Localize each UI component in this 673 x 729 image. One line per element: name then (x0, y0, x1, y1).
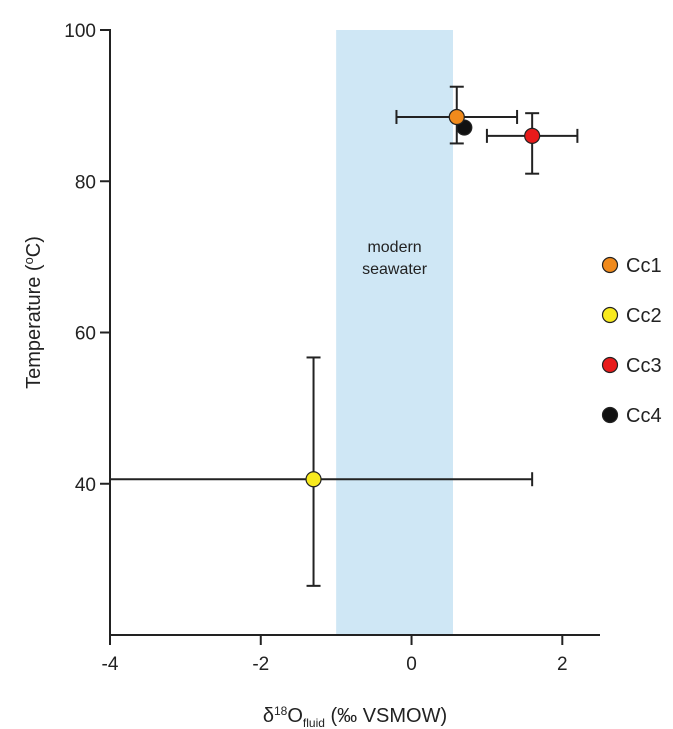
data-point-cc1 (448, 108, 465, 126)
data-point-cc3 (524, 127, 541, 144)
x-axis-title-rest: (‰ VSMOW) (325, 705, 447, 727)
x-tick-label: 0 (406, 654, 417, 675)
y-axis-title-end: C) (23, 236, 45, 257)
x-axis-title-sub: fluid (303, 716, 325, 729)
y-tick-label: 100 (64, 21, 96, 42)
x-axis-title-delta: δ (263, 705, 274, 727)
legend-label-cc2: Cc2 (626, 305, 662, 327)
legend-label-cc1: Cc1 (626, 255, 662, 277)
x-tick-label: -2 (252, 654, 269, 675)
legend-marker-cc3 (601, 356, 619, 374)
y-tick-label: 40 (75, 475, 96, 496)
x-tick-label: 2 (557, 654, 568, 675)
band-label-line: seawater (362, 261, 428, 278)
x-axis-title: δ18Ofluid (‰ VSMOW) (263, 704, 447, 729)
x-axis-title-sup: 18 (274, 704, 288, 718)
x-tick-label: -4 (102, 654, 119, 675)
legend-label-cc4: Cc4 (626, 405, 662, 427)
y-axis-title-sup: o (21, 257, 36, 264)
y-axis-title-main: Temperature ( (23, 264, 45, 389)
seawater-band (336, 30, 453, 635)
data-point-cc2 (305, 471, 322, 488)
band-label-line: modern (367, 239, 421, 256)
legend-marker-cc1 (601, 256, 619, 274)
legend-marker-cc4 (601, 406, 619, 424)
legend-marker-cc2 (601, 306, 619, 324)
x-axis-title-base: O (287, 705, 303, 727)
y-tick-label: 60 (75, 324, 96, 345)
legend-label-cc3: Cc3 (626, 355, 662, 377)
y-tick-label: 80 (75, 172, 96, 193)
y-axis-title: Temperature (oC) (21, 236, 45, 389)
